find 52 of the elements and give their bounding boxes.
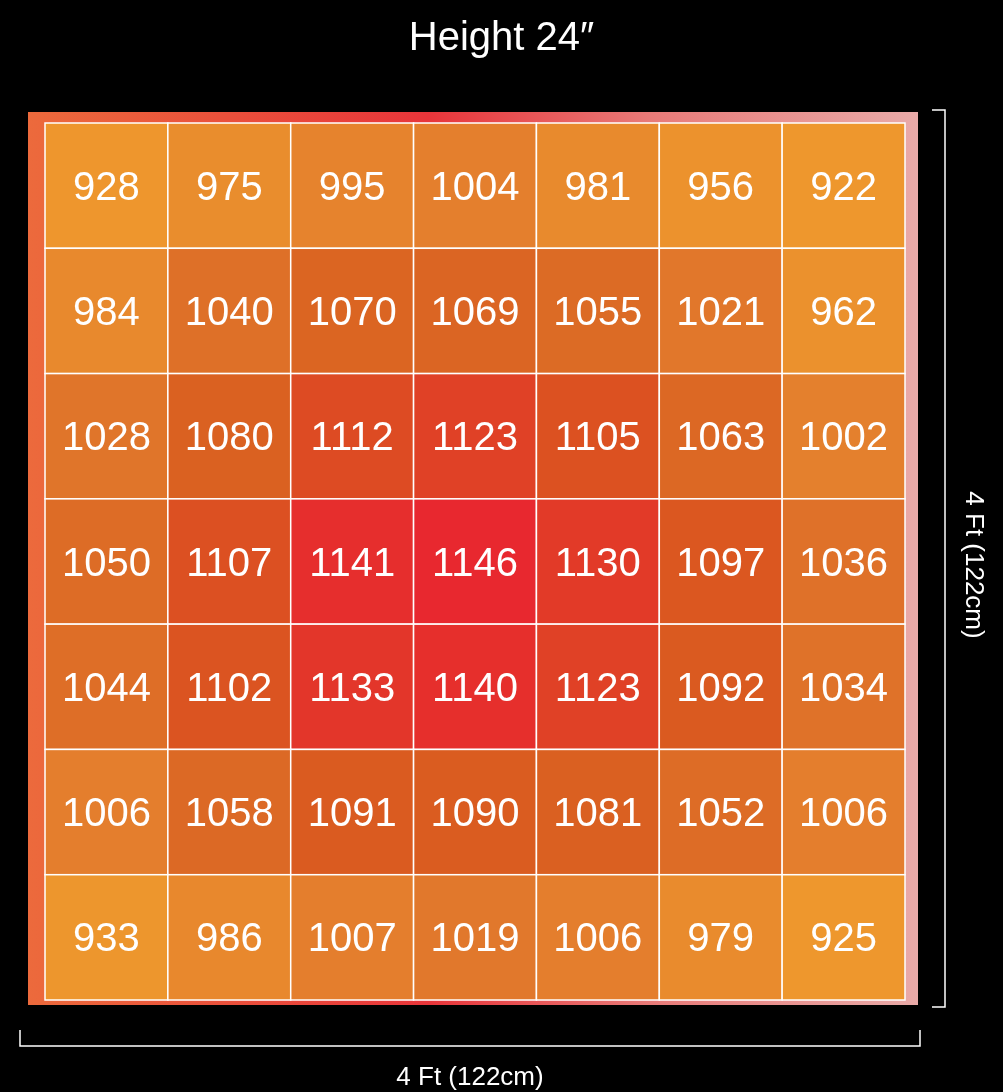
data-label: 1097 bbox=[676, 539, 766, 584]
data-label: 1146 bbox=[431, 539, 519, 584]
data-label: 1092 bbox=[676, 664, 766, 709]
data-label: 1130 bbox=[554, 539, 641, 584]
data-label: 1069 bbox=[430, 288, 520, 333]
data-label: 1028 bbox=[61, 414, 151, 459]
data-label: 1123 bbox=[431, 414, 519, 459]
data-label: 984 bbox=[73, 288, 140, 333]
data-label: 1140 bbox=[431, 664, 519, 709]
chart-title: Height 24″ bbox=[408, 14, 595, 58]
data-label: 1090 bbox=[430, 790, 520, 835]
data-label: 1006 bbox=[61, 790, 151, 835]
data-label: 928 bbox=[73, 163, 140, 208]
data-label: 922 bbox=[810, 163, 877, 208]
data-label: 1107 bbox=[186, 539, 273, 584]
data-label: 979 bbox=[687, 915, 755, 960]
data-label: 1034 bbox=[799, 664, 889, 709]
data-label: 981 bbox=[564, 163, 632, 208]
data-label: 1112 bbox=[310, 414, 394, 459]
data-label: 1004 bbox=[430, 163, 520, 208]
data-label: 1070 bbox=[307, 288, 397, 333]
data-label: 1006 bbox=[799, 790, 889, 835]
data-label: 1133 bbox=[309, 664, 396, 709]
data-label: 956 bbox=[687, 163, 755, 208]
data-label: 1006 bbox=[553, 915, 643, 960]
data-label: 1002 bbox=[799, 414, 889, 459]
data-label: 1052 bbox=[676, 790, 766, 835]
data-label: 1141 bbox=[309, 539, 396, 584]
data-label: 995 bbox=[318, 163, 386, 208]
data-label: 1044 bbox=[61, 664, 151, 709]
data-label: 1050 bbox=[61, 539, 151, 584]
data-label: 1055 bbox=[553, 288, 643, 333]
data-label: 1063 bbox=[676, 414, 766, 459]
x-axis-title: 4 Ft (122cm) bbox=[396, 1061, 544, 1092]
y-axis-title: 4 Ft (122cm) bbox=[959, 491, 990, 639]
data-label: 1021 bbox=[676, 288, 766, 333]
data-label: 1019 bbox=[430, 915, 520, 960]
data-label: 975 bbox=[195, 163, 263, 208]
data-label: 925 bbox=[810, 915, 877, 960]
data-label: 1007 bbox=[307, 915, 397, 960]
data-label: 1040 bbox=[184, 288, 274, 333]
data-label: 933 bbox=[73, 915, 140, 960]
data-label: 1102 bbox=[186, 664, 273, 709]
data-label: 962 bbox=[810, 288, 877, 333]
data-label: 1080 bbox=[184, 414, 274, 459]
data-label: 1123 bbox=[554, 664, 641, 709]
data-label: 1105 bbox=[554, 414, 641, 459]
data-label: 1081 bbox=[553, 790, 643, 835]
data-label: 1036 bbox=[799, 539, 889, 584]
data-label: 986 bbox=[195, 915, 263, 960]
data-label: 1058 bbox=[184, 790, 274, 835]
data-label: 1091 bbox=[307, 790, 397, 835]
